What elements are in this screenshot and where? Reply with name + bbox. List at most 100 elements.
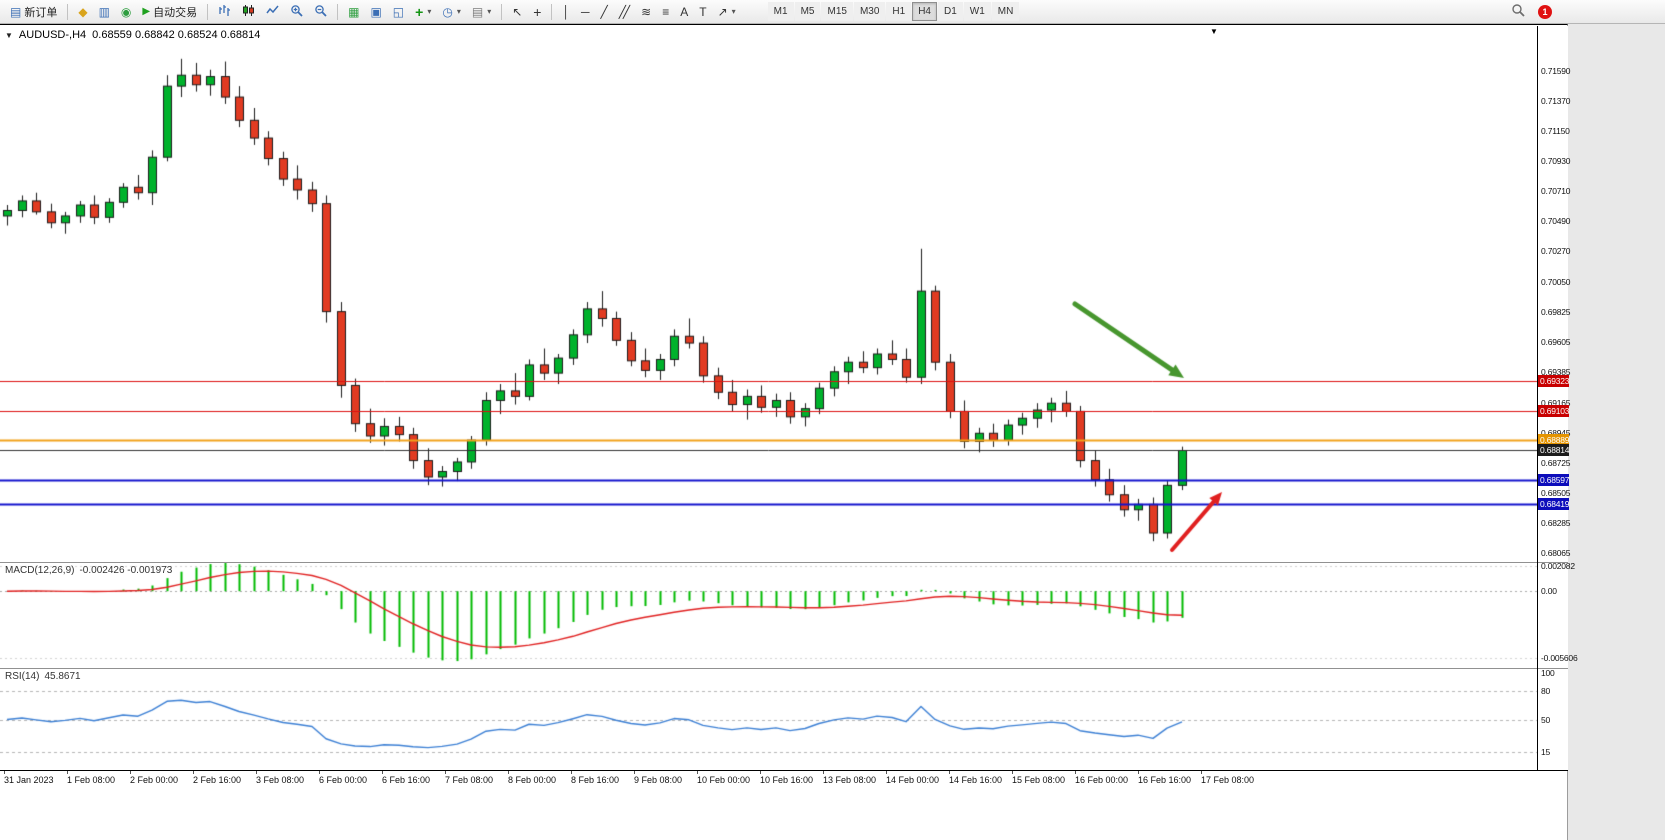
text-label-icon: T bbox=[699, 4, 707, 19]
rsi-axis-tick: 100 bbox=[1541, 667, 1555, 678]
time-axis-label: 17 Feb 08:00 bbox=[1201, 775, 1255, 785]
channel-button[interactable]: ╱╱ bbox=[614, 2, 635, 22]
zoom-out-icon bbox=[314, 4, 327, 20]
chart-window: 0.71590 0.71370 0.71150 0.70930 0.70710 0.704… bbox=[0, 24, 1578, 840]
timeframe-m5[interactable]: M5 bbox=[794, 2, 821, 21]
macd-panel-canvas[interactable] bbox=[0, 563, 1537, 668]
price-axis-tick: 0.70710 bbox=[1541, 186, 1571, 197]
chevron-down-icon: ▾ bbox=[456, 7, 461, 16]
cursor-button[interactable]: ↖ bbox=[507, 2, 527, 22]
price-line-label: 0.68419 bbox=[1538, 498, 1570, 511]
price-axis-tick: 0.70050 bbox=[1541, 276, 1571, 287]
notification-badge[interactable]: 1 bbox=[1538, 4, 1552, 19]
timeframe-group: M1 M5 M15 M30 H1 H4 D1 W1 MN bbox=[767, 2, 1020, 21]
text-label-button[interactable]: T bbox=[694, 2, 711, 22]
time-axis[interactable]: 31 Jan 2023 1 Feb 08:00 2 Feb 00:00 2 Feb 1… bbox=[0, 771, 1537, 789]
price-axis-border bbox=[1537, 26, 1538, 770]
timeframe-h1[interactable]: H1 bbox=[886, 2, 912, 21]
templates-button[interactable]: ▤ ▾ bbox=[467, 2, 496, 22]
price-axis-tick: 0.68505 bbox=[1541, 487, 1571, 498]
cascade-windows-button[interactable]: ▣ bbox=[365, 2, 386, 22]
search-button[interactable] bbox=[1506, 2, 1530, 22]
price-axis-tick: 0.68285 bbox=[1541, 517, 1571, 528]
time-axis-tick bbox=[67, 771, 68, 774]
panel-separator[interactable] bbox=[0, 668, 1568, 669]
rsi-axis[interactable]: 100 80 50 15 bbox=[1538, 667, 1568, 770]
time-axis-tick bbox=[382, 771, 383, 774]
arrange-windows-button[interactable]: ◱ bbox=[388, 2, 409, 22]
time-axis-label: 31 Jan 2023 bbox=[4, 775, 54, 785]
rsi-panel-canvas[interactable] bbox=[0, 669, 1537, 770]
time-axis-tick bbox=[1075, 771, 1076, 774]
time-axis-label: 8 Feb 00:00 bbox=[508, 775, 557, 785]
timeframe-m30[interactable]: M30 bbox=[853, 2, 886, 21]
panel-separator[interactable] bbox=[0, 562, 1568, 563]
crosshair-button[interactable]: + bbox=[528, 2, 546, 22]
zoom-in-icon bbox=[290, 4, 303, 20]
algo-trading-button[interactable]: ▶ 自动交易 bbox=[137, 2, 202, 22]
rsi-name: RSI(14) bbox=[5, 671, 40, 682]
zoom-in-button[interactable] bbox=[285, 2, 308, 22]
periods-button[interactable]: ◷ ▾ bbox=[437, 2, 466, 22]
text-button[interactable]: A bbox=[675, 2, 693, 22]
time-axis-tick bbox=[886, 771, 887, 774]
time-axis-label: 2 Feb 16:00 bbox=[193, 775, 242, 785]
candlestick-chart-icon bbox=[242, 4, 255, 20]
metaeditor-button[interactable]: ◆ bbox=[73, 2, 92, 22]
market-button[interactable]: ▥ bbox=[94, 2, 115, 22]
price-axis-tick: 0.69605 bbox=[1541, 337, 1571, 348]
toolbar-separator bbox=[551, 3, 553, 20]
tile-windows-button[interactable]: ▦ bbox=[343, 2, 364, 22]
timeframe-m15[interactable]: M15 bbox=[821, 2, 853, 21]
time-axis-tick bbox=[508, 771, 509, 774]
timeframe-m1[interactable]: M1 bbox=[767, 2, 794, 21]
one-click-trading-toggle[interactable]: ▼ bbox=[5, 30, 13, 40]
vertical-line-button[interactable]: │ bbox=[557, 2, 575, 22]
timeframe-mn[interactable]: MN bbox=[991, 2, 1020, 21]
toolbar-separator bbox=[67, 3, 69, 20]
chart-shift-marker[interactable]: ▼ bbox=[1210, 27, 1218, 36]
rsi-axis-tick: 50 bbox=[1541, 714, 1551, 725]
shapes-button[interactable]: ≡ bbox=[657, 2, 674, 22]
time-axis-tick bbox=[697, 771, 698, 774]
price-axis[interactable]: 0.71590 0.71370 0.71150 0.70930 0.70710 0.704… bbox=[1538, 26, 1571, 562]
macd-axis[interactable]: 0.002082 0.00 -0.005606 bbox=[1538, 561, 1578, 668]
horizontal-line-button[interactable]: ─ bbox=[576, 2, 595, 22]
mql5-services-button[interactable]: ◉ bbox=[116, 2, 136, 22]
new-order-button[interactable]: ▤ 新订单 bbox=[5, 2, 62, 22]
fibonacci-button[interactable]: ≋ bbox=[636, 2, 656, 22]
timeframe-h4[interactable]: H4 bbox=[912, 2, 937, 21]
time-axis-tick bbox=[760, 771, 761, 774]
price-axis-tick: 0.68945 bbox=[1541, 427, 1571, 438]
time-axis-tick bbox=[1201, 771, 1202, 774]
toolbar-right-tools: 1 bbox=[1506, 2, 1660, 22]
time-axis-tick bbox=[193, 771, 194, 774]
time-axis-label: 15 Feb 08:00 bbox=[1012, 775, 1066, 785]
price-chart-canvas[interactable] bbox=[0, 26, 1537, 562]
trendline-button[interactable]: ╱ bbox=[595, 2, 612, 22]
zoom-out-button[interactable] bbox=[309, 2, 332, 22]
price-axis-tick: 0.71150 bbox=[1541, 126, 1570, 137]
template-icon: ▤ bbox=[471, 4, 484, 19]
ohlc-values: 0.68559 0.68842 0.68524 0.68814 bbox=[92, 29, 261, 41]
new-chart-button[interactable]: + ▾ bbox=[410, 2, 436, 22]
time-axis-label: 8 Feb 16:00 bbox=[571, 775, 620, 785]
tile-windows-icon: ▦ bbox=[348, 4, 360, 19]
candlestick-chart-button[interactable] bbox=[237, 2, 260, 22]
timeframe-d1[interactable]: D1 bbox=[937, 2, 963, 21]
arrows-menu-button[interactable]: ↗ ▾ bbox=[713, 2, 741, 22]
cascade-windows-icon: ▣ bbox=[370, 4, 382, 19]
time-axis-tick bbox=[1012, 771, 1013, 774]
horizontal-line-icon: ─ bbox=[580, 4, 590, 19]
timeframe-w1[interactable]: W1 bbox=[963, 2, 991, 21]
price-axis-tick: 0.70490 bbox=[1541, 216, 1571, 227]
toolbar-separator bbox=[337, 3, 339, 20]
price-axis-tick: 0.69825 bbox=[1541, 307, 1571, 318]
rsi-axis-tick: 80 bbox=[1541, 686, 1551, 697]
price-line-label: 0.69323 bbox=[1538, 374, 1570, 387]
time-axis-tick bbox=[130, 771, 131, 774]
price-axis-tick: 0.69385 bbox=[1541, 367, 1571, 378]
line-chart-button[interactable] bbox=[261, 2, 284, 22]
bar-chart-button[interactable] bbox=[213, 2, 236, 22]
channel-icon: ╱╱ bbox=[618, 4, 631, 19]
